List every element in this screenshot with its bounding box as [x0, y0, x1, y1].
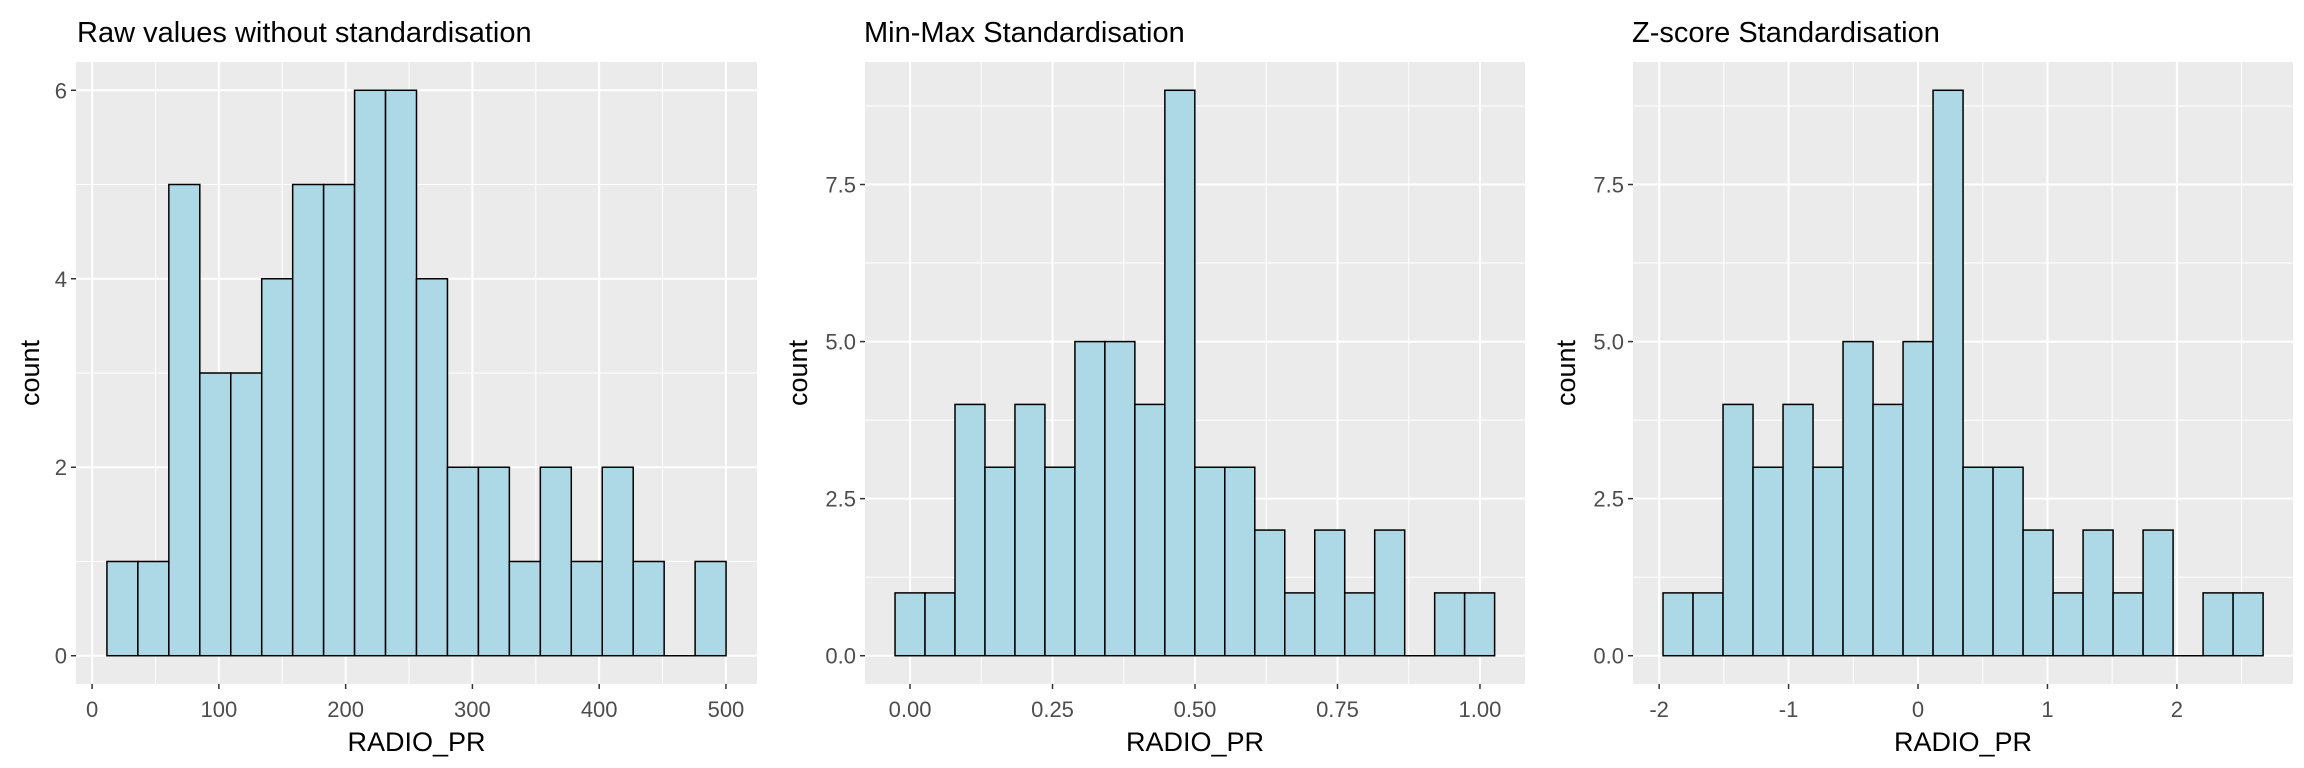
histogram-bar: [1224, 466, 1256, 657]
histogram-bar: [2112, 592, 2144, 657]
x-tick-label: 400: [581, 697, 618, 722]
x-tick-label: 100: [201, 697, 238, 722]
histogram-bar: [477, 466, 511, 657]
y-tick-label: 7.5: [1593, 173, 1624, 198]
chart-panel-2: Min-Max Standardisation 0.00 0.25 0.50 0.75 1…: [783, 17, 1525, 757]
x-tick-label: 300: [454, 697, 491, 722]
histogram-bar: [508, 560, 542, 657]
histogram-bar: [1074, 340, 1106, 657]
histogram-bar: [1044, 466, 1076, 657]
histogram-bar: [2052, 592, 2084, 657]
histogram-bar: [1722, 403, 1754, 657]
y-tick-label: 0.0: [1593, 644, 1624, 669]
y-tick-label: 7.5: [825, 173, 856, 198]
histogram-bar: [984, 466, 1016, 657]
histogram-bar: [106, 560, 139, 657]
x-tick-label: 0.75: [1316, 697, 1359, 722]
histogram-bar: [322, 183, 356, 657]
histogram-bar: [1662, 592, 1694, 657]
histogram-bar: [1343, 592, 1376, 657]
y-tick-label: 2.5: [825, 487, 856, 512]
x-tick-label: 0: [86, 697, 98, 722]
histogram-bar: [1373, 529, 1406, 657]
y-tick-label: 0.0: [825, 644, 856, 669]
histogram-bar: [1254, 529, 1286, 657]
chart-title: Raw values without standardisation: [77, 17, 532, 49]
chart-title: Z-score Standardisation: [1632, 17, 1940, 49]
histogram-bar: [570, 560, 603, 657]
x-tick-label: 200: [327, 697, 364, 722]
y-tick-label: 2: [55, 455, 67, 480]
histogram-bar: [168, 183, 201, 657]
histogram-bar: [137, 560, 170, 657]
histogram-bar: [1284, 592, 1316, 657]
histogram-bar: [2202, 592, 2234, 657]
histogram-bar: [291, 183, 325, 657]
histogram-bar: [415, 278, 449, 657]
x-tick-label: 500: [708, 697, 745, 722]
histogram-bar: [2082, 529, 2114, 657]
chart-panel-3: Z-score Standardisation -2 -1 0 1 2 0.0 2.5 5.0 7…: [1551, 17, 2293, 757]
x-axis-title: RADIO_PR: [1126, 727, 1264, 757]
x-tick-label: 0.25: [1031, 697, 1074, 722]
y-tick-label: 6: [55, 78, 67, 103]
x-tick-label: 2: [2171, 697, 2183, 722]
y-tick-label: 2.5: [1593, 487, 1624, 512]
histogram-bar: [954, 403, 986, 657]
histogram-bar: [2232, 592, 2264, 657]
histogram-bar: [1463, 592, 1496, 657]
x-tick-label: 0.50: [1174, 697, 1217, 722]
histogram-bar: [1962, 466, 1994, 657]
histogram-bar: [1752, 466, 1784, 657]
x-tick-label: -2: [1649, 697, 1669, 722]
histogram-bar: [384, 89, 418, 657]
x-axis-title: RADIO_PR: [347, 727, 485, 757]
histogram-bar: [601, 466, 634, 657]
histogram-bar: [260, 278, 294, 657]
x-tick-label: 0.00: [889, 697, 932, 722]
histogram-bar: [1194, 466, 1226, 657]
histogram-bar: [199, 372, 232, 657]
histogram-bar: [1872, 403, 1904, 657]
y-axis-title: count: [15, 339, 45, 406]
histogram-bar: [1164, 89, 1196, 657]
histogram-bar: [1842, 340, 1874, 657]
x-tick-label: 0: [1912, 697, 1924, 722]
y-axis-title: count: [1551, 339, 1581, 406]
x-tick-label: 1.00: [1459, 697, 1502, 722]
histogram-bar: [1014, 403, 1046, 657]
histogram-bar: [539, 466, 573, 657]
histogram-bar: [1692, 592, 1724, 657]
histogram-bar: [1782, 403, 1814, 657]
histogram-bar: [2022, 529, 2054, 657]
histogram-bar: [1902, 340, 1934, 657]
x-axis-title: RADIO_PR: [1894, 727, 2032, 757]
histogram-bar: [1812, 466, 1844, 657]
histogram-bar: [1134, 403, 1166, 657]
histogram-bar: [2142, 529, 2174, 657]
x-tick-label: -1: [1779, 697, 1799, 722]
histogram-bar: [1992, 466, 2024, 657]
histogram-bar: [894, 592, 926, 657]
histogram-bar: [353, 89, 387, 657]
y-tick-label: 5.0: [1593, 330, 1624, 355]
y-tick-label: 0: [55, 644, 67, 669]
histogram-bar: [924, 592, 956, 657]
chart-title: Min-Max Standardisation: [864, 17, 1185, 49]
histogram-bar: [230, 372, 263, 657]
histogram-bar: [694, 560, 727, 657]
histogram-bar: [446, 466, 480, 657]
y-tick-label: 5.0: [825, 330, 856, 355]
y-tick-label: 4: [55, 267, 67, 292]
y-axis-title: count: [783, 339, 813, 406]
histogram-bar: [1433, 592, 1466, 657]
histogram-bar: [1313, 529, 1346, 657]
x-tick-label: 1: [2041, 697, 2053, 722]
histogram-bar: [632, 560, 665, 657]
histogram-bar: [1104, 340, 1136, 657]
histogram-bar: [1932, 89, 1964, 657]
